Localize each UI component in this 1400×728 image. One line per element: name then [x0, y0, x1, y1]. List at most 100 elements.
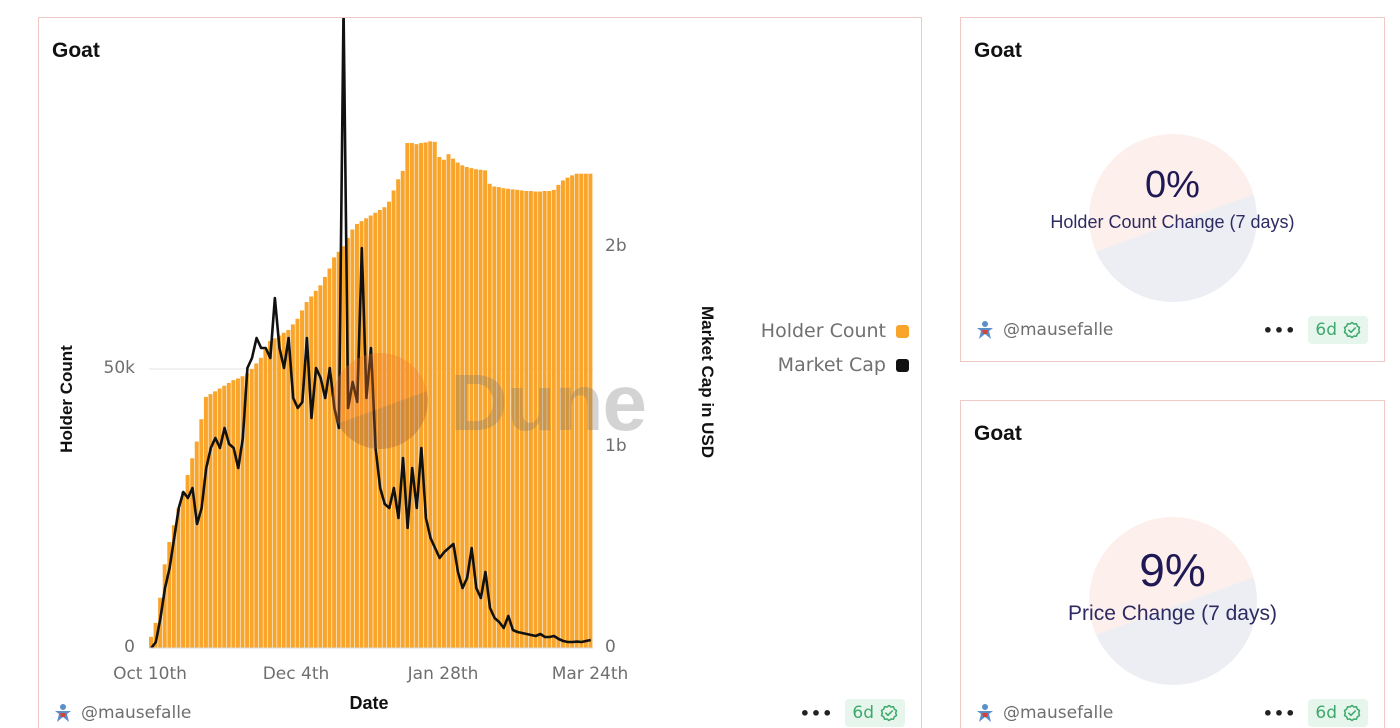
holder-count-bar[interactable]	[368, 215, 373, 649]
holder-count-bar[interactable]	[405, 143, 410, 648]
holder-count-bar[interactable]	[542, 191, 547, 648]
holder-count-bar[interactable]	[510, 189, 515, 648]
holder-count-bar[interactable]	[226, 382, 231, 648]
holder-count-bar[interactable]	[286, 329, 291, 648]
holder-count-bar[interactable]	[547, 191, 552, 648]
holder-count-bar[interactable]	[570, 175, 575, 648]
holder-count-bar[interactable]	[235, 378, 240, 648]
holder-count-bar[interactable]	[551, 189, 556, 648]
legend-item-holder-count[interactable]: Holder Count	[679, 314, 909, 348]
holder-count-bar[interactable]	[492, 186, 497, 648]
holder-count-bar[interactable]	[341, 246, 346, 649]
holder-count-bar[interactable]	[501, 188, 506, 648]
holder-count-bar[interactable]	[487, 183, 492, 649]
author-link[interactable]: @mausefalle	[975, 312, 1113, 348]
holder-count-bar[interactable]	[354, 223, 359, 649]
holder-count-bar[interactable]	[451, 158, 456, 648]
holder-count-bar[interactable]	[533, 191, 538, 648]
holder-count-bar[interactable]	[419, 143, 424, 648]
holder-count-bar[interactable]	[318, 285, 323, 648]
holder-count-bar[interactable]	[194, 441, 199, 648]
holder-count-bar[interactable]	[400, 170, 405, 648]
holder-count-bar[interactable]	[222, 385, 227, 648]
holder-count-bars[interactable]	[149, 141, 593, 649]
holder-count-bar[interactable]	[336, 251, 341, 648]
legend-item-market-cap[interactable]: Market Cap	[679, 348, 909, 382]
holder-count-bar[interactable]	[560, 180, 565, 648]
holder-count-bar[interactable]	[455, 162, 460, 649]
holder-count-bar[interactable]	[345, 237, 350, 648]
holder-count-bar[interactable]	[496, 187, 501, 648]
holder-count-bar[interactable]	[300, 310, 305, 648]
holder-count-bar[interactable]	[290, 324, 295, 648]
more-options-button[interactable]: •••	[1262, 703, 1297, 723]
holder-count-bar[interactable]	[478, 169, 483, 649]
holder-count-bar[interactable]	[327, 268, 332, 648]
holder-count-bar[interactable]	[245, 373, 250, 648]
holder-count-bar[interactable]	[579, 173, 584, 648]
freshness-badge[interactable]: 6d	[1308, 316, 1368, 344]
holder-count-bar[interactable]	[263, 349, 268, 648]
holder-count-bar[interactable]	[249, 369, 254, 648]
more-options-button[interactable]: •••	[799, 703, 834, 723]
holder-count-bar[interactable]	[359, 221, 364, 648]
holder-count-bar[interactable]	[583, 173, 588, 648]
holder-count-bar[interactable]	[176, 508, 181, 649]
holder-count-bar[interactable]	[268, 341, 272, 648]
holder-count-bar[interactable]	[162, 564, 167, 648]
holder-count-bar[interactable]	[277, 335, 282, 648]
holder-count-bar[interactable]	[208, 394, 213, 648]
combo-chart[interactable]	[39, 18, 923, 718]
holder-count-bar[interactable]	[199, 419, 204, 648]
holder-count-bar[interactable]	[258, 357, 263, 648]
holder-count-bar[interactable]	[171, 525, 176, 648]
market-cap-line[interactable]	[150, 18, 591, 649]
holder-count-bar[interactable]	[588, 173, 593, 648]
holder-count-bar[interactable]	[240, 376, 245, 648]
holder-count-bar[interactable]	[473, 169, 478, 649]
holder-count-bar[interactable]	[519, 190, 524, 648]
holder-count-bar[interactable]	[538, 191, 543, 648]
author-link[interactable]: @mausefalle	[975, 695, 1113, 728]
holder-count-bar[interactable]	[414, 144, 419, 648]
holder-count-bar[interactable]	[377, 209, 382, 648]
holder-count-bar[interactable]	[565, 177, 570, 649]
holder-count-bar[interactable]	[254, 363, 259, 648]
holder-count-bar[interactable]	[217, 388, 222, 648]
holder-count-bar[interactable]	[460, 165, 465, 648]
holder-count-bar[interactable]	[387, 201, 391, 648]
holder-count-bar[interactable]	[185, 475, 190, 648]
holder-count-bar[interactable]	[190, 458, 195, 648]
holder-count-bar[interactable]	[432, 141, 437, 648]
holder-count-bar[interactable]	[556, 184, 561, 649]
holder-count-bar[interactable]	[332, 257, 337, 648]
holder-count-bar[interactable]	[203, 396, 208, 648]
holder-count-bar[interactable]	[396, 179, 401, 648]
holder-count-bar[interactable]	[304, 302, 309, 648]
holder-count-bar[interactable]	[469, 168, 474, 648]
freshness-badge[interactable]: 6d	[1308, 699, 1368, 727]
holder-count-bar[interactable]	[528, 191, 533, 648]
holder-count-bar[interactable]	[231, 380, 236, 648]
holder-count-bar[interactable]	[181, 491, 186, 648]
holder-count-bar[interactable]	[423, 142, 428, 648]
holder-count-bar[interactable]	[524, 191, 529, 648]
holder-count-bar[interactable]	[483, 170, 488, 648]
holder-count-bar[interactable]	[364, 218, 369, 648]
holder-count-bar[interactable]	[506, 188, 511, 648]
holder-count-bar[interactable]	[309, 296, 314, 648]
holder-count-bar[interactable]	[295, 318, 300, 648]
holder-count-bar[interactable]	[515, 189, 520, 648]
author-link[interactable]: @mausefalle	[53, 695, 191, 728]
holder-count-bar[interactable]	[437, 156, 442, 648]
holder-count-bar[interactable]	[382, 207, 387, 648]
holder-count-bar[interactable]	[153, 622, 158, 648]
holder-count-bar[interactable]	[350, 229, 355, 649]
holder-count-bar[interactable]	[464, 167, 469, 648]
holder-count-bar[interactable]	[441, 159, 446, 648]
holder-count-bar[interactable]	[574, 173, 579, 648]
holder-count-bar[interactable]	[322, 276, 327, 648]
holder-count-bar[interactable]	[281, 332, 286, 648]
holder-count-bar[interactable]	[428, 141, 433, 648]
holder-count-bar[interactable]	[391, 190, 396, 648]
